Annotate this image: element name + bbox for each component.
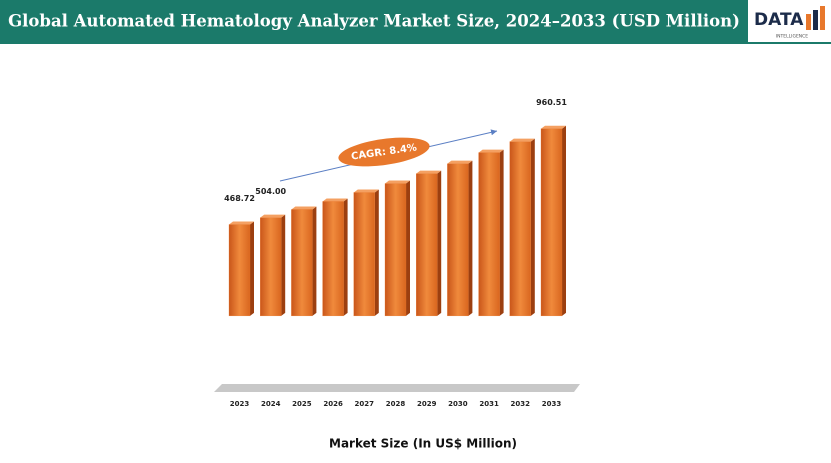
bar-side [343, 198, 348, 316]
data-label: 468.72 [224, 194, 255, 203]
bar-side [530, 138, 535, 316]
floor [214, 384, 580, 392]
bar [353, 192, 375, 317]
bar [509, 141, 531, 317]
bar [291, 209, 313, 317]
bar [447, 163, 469, 317]
data-label: 504.00 [255, 187, 286, 196]
logo-brand: DATA [754, 10, 804, 30]
logo-icon [813, 10, 818, 30]
bar-top [509, 138, 535, 142]
bar-top [291, 206, 317, 210]
bar-side [374, 189, 379, 316]
bar-side [468, 160, 473, 316]
bar-top [322, 198, 348, 202]
chart-title: Global Automated Hematology Analyzer Mar… [8, 12, 740, 31]
bar-side [312, 206, 317, 316]
bar-top [416, 170, 442, 174]
bar-side [281, 214, 286, 316]
logo-tagline: INTELLIGENCE [776, 34, 808, 40]
x-tick-label: 2028 [386, 400, 406, 408]
x-tick-label: 2030 [448, 400, 468, 408]
bar-side [437, 170, 442, 316]
bar-side [250, 221, 254, 316]
bar [384, 183, 407, 317]
cagr-badge [338, 137, 430, 167]
bar [478, 152, 500, 317]
x-tick-label: 2033 [542, 400, 562, 408]
bar [260, 217, 282, 317]
x-tick-label: 2026 [323, 400, 343, 408]
bar [322, 201, 344, 317]
data-label: 960.51 [536, 98, 567, 107]
x-tick-label: 2029 [417, 400, 437, 408]
x-axis-label: Market Size (In US$ Million) [329, 437, 517, 451]
bar-top [229, 221, 254, 225]
bar-top [447, 160, 473, 164]
x-tick-label: 2025 [292, 400, 312, 408]
bar-top [353, 189, 379, 193]
bar [540, 128, 563, 317]
x-tick-label: 2027 [355, 400, 375, 408]
bar-top [478, 149, 504, 153]
bar [228, 224, 251, 317]
x-tick-label: 2031 [479, 400, 499, 408]
bar-top [260, 214, 286, 218]
bar-top [385, 180, 410, 184]
x-tick-label: 2032 [511, 400, 531, 408]
title-bar [0, 0, 748, 42]
bar-side [562, 125, 566, 316]
x-tick-label: 2024 [261, 400, 281, 408]
logo-icon [806, 14, 811, 30]
bar [416, 173, 438, 317]
bar-side [406, 180, 410, 316]
x-tick-label: 2023 [230, 400, 250, 408]
bar-top [541, 125, 566, 129]
logo-icon [820, 6, 825, 30]
bar-side [499, 149, 504, 316]
